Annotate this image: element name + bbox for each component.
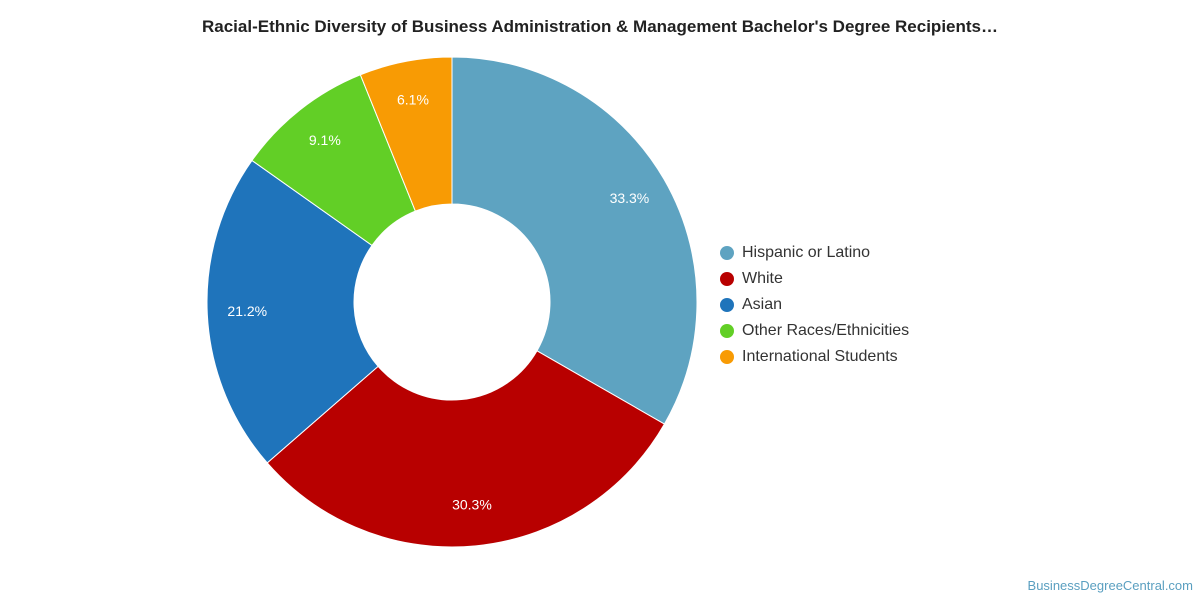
legend-swatch-icon xyxy=(720,350,734,364)
watermark: BusinessDegreeCentral.com xyxy=(1027,578,1193,593)
legend-item-other-races-ethnicities[interactable]: Other Races/Ethnicities xyxy=(720,318,909,344)
legend-item-white[interactable]: White xyxy=(720,266,909,292)
legend-item-asian[interactable]: Asian xyxy=(720,292,909,318)
legend-swatch-icon xyxy=(720,298,734,312)
legend-item-hispanic-or-latino[interactable]: Hispanic or Latino xyxy=(720,240,909,266)
donut-slices xyxy=(206,56,698,548)
legend-label: Asian xyxy=(742,296,783,313)
legend: Hispanic or Latino White Asian Other Races/… xyxy=(720,240,909,370)
legend-label: International Students xyxy=(742,348,898,365)
slice-label-asian: 21.2% xyxy=(227,303,267,319)
legend-swatch-icon xyxy=(720,324,734,338)
slice-label-white: 30.3% xyxy=(452,497,492,513)
slice-international-students xyxy=(359,56,453,212)
legend-label: White xyxy=(742,270,783,287)
slice-label-other-races-ethnicities: 9.1% xyxy=(309,132,341,148)
slice-label-international-students: 6.1% xyxy=(397,91,429,107)
slice-asian xyxy=(206,159,379,464)
slice-white xyxy=(266,350,666,548)
legend-item-international-students[interactable]: International Students xyxy=(720,344,909,370)
legend-swatch-icon xyxy=(720,272,734,286)
slice-label-hispanic-or-latino: 33.3% xyxy=(610,190,650,206)
legend-label: Hispanic or Latino xyxy=(742,244,871,261)
legend-swatch-icon xyxy=(720,246,734,260)
legend-label: Other Races/Ethnicities xyxy=(742,322,910,339)
donut-slice-labels: 33.3% 30.3% 21.2% 9.1% 6.1% xyxy=(227,91,649,512)
slice-hispanic-or-latino xyxy=(451,56,698,425)
chart-title: Racial-Ethnic Diversity of Business Admi… xyxy=(201,17,998,36)
